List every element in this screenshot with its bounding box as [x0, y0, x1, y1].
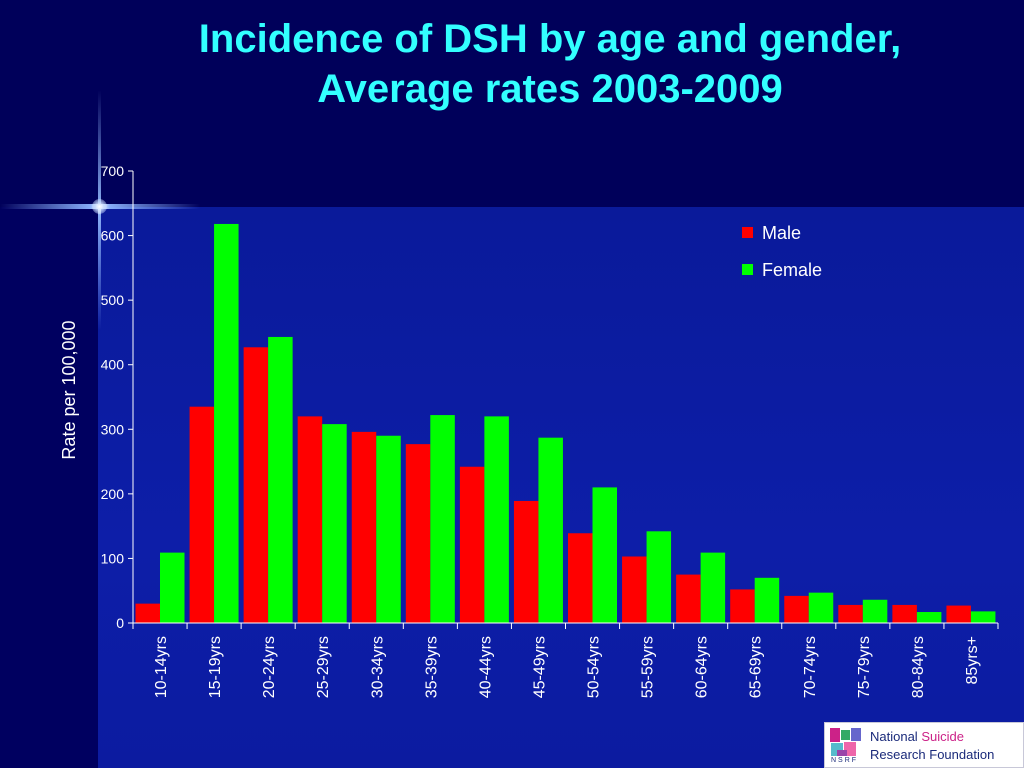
bar-male-10-14yrs: [135, 603, 160, 623]
x-tick-label-30-34yrs: 30-34yrs: [369, 636, 386, 698]
light-flare-star: [92, 199, 107, 214]
x-tick-label-20-24yrs: 20-24yrs: [261, 636, 278, 698]
x-tick-label-10-14yrs: 10-14yrs: [153, 636, 170, 698]
y-tick-label-100: 100: [101, 550, 125, 566]
bar-male-45-49yrs: [513, 500, 539, 623]
bar-female-35-39yrs: [430, 415, 455, 623]
y-tick-label-200: 200: [101, 486, 125, 502]
logo-abbreviation: NSRF: [831, 757, 859, 764]
bar-female-55-59yrs: [646, 531, 672, 623]
y-axis-title: Rate per 100,000: [59, 320, 79, 459]
bar-male-60-64yrs: [676, 574, 701, 623]
logo-word-foundation: Foundation: [929, 747, 995, 762]
x-tick-label-45-49yrs: 45-49yrs: [531, 636, 548, 698]
left-background: [0, 207, 98, 768]
x-tick-label-60-64yrs: 60-64yrs: [694, 636, 711, 698]
header-background: [0, 0, 1024, 207]
y-tick-label-300: 300: [101, 421, 125, 437]
bar-male-25-29yrs: [297, 416, 323, 623]
bar-female-10-14yrs: [160, 552, 185, 623]
x-tick-label-80-84yrs: 80-84yrs: [910, 636, 927, 698]
logo-word-national: National: [870, 729, 922, 744]
bar-female-20-24yrs: [268, 336, 293, 623]
bar-female-50-54yrs: [592, 487, 617, 623]
x-tick-label-35-39yrs: 35-39yrs: [423, 636, 440, 698]
bar-female-85yrs+: [970, 611, 996, 623]
x-tick-label-65-69yrs: 65-69yrs: [748, 636, 765, 698]
bar-female-45-49yrs: [538, 437, 563, 623]
bar-male-30-34yrs: [351, 431, 377, 623]
legend-label-male: Male: [762, 223, 801, 243]
bar-male-50-54yrs: [568, 533, 593, 623]
x-tick-label-50-54yrs: 50-54yrs: [586, 636, 603, 698]
y-tick-label-400: 400: [101, 357, 125, 373]
bar-female-25-29yrs: [322, 424, 347, 623]
legend-swatch-female: [742, 264, 753, 275]
bar-female-70-74yrs: [808, 592, 834, 623]
bar-male-65-69yrs: [730, 589, 755, 623]
y-tick-label-500: 500: [101, 292, 125, 308]
nsrf-logo: National Suicide Research Foundation NSR…: [824, 722, 1024, 768]
logo-word-suicide: Suicide: [921, 729, 964, 744]
bar-female-60-64yrs: [700, 552, 726, 623]
logo-text: National Suicide Research Foundation: [870, 728, 994, 764]
x-tick-label-55-59yrs: 55-59yrs: [640, 636, 657, 698]
x-tick-label-40-44yrs: 40-44yrs: [477, 636, 494, 698]
legend-label-female: Female: [762, 260, 822, 280]
y-tick-label-600: 600: [101, 228, 125, 244]
bar-female-40-44yrs: [484, 416, 509, 623]
bar-female-80-84yrs: [916, 612, 942, 623]
x-tick-label-15-19yrs: 15-19yrs: [207, 636, 224, 698]
bar-male-20-24yrs: [243, 347, 269, 623]
bar-male-70-74yrs: [784, 595, 809, 623]
title-line-1: Incidence of DSH by age and gender,: [198, 17, 902, 61]
page-title: Incidence of DSH by age and gender, Aver…: [90, 14, 1010, 114]
x-tick-label-25-29yrs: 25-29yrs: [315, 636, 332, 698]
bar-female-15-19yrs: [214, 223, 239, 623]
bar-male-35-39yrs: [405, 444, 431, 623]
bar-female-65-69yrs: [754, 577, 780, 623]
logo-word-research: Research: [870, 747, 930, 762]
bar-male-15-19yrs: [189, 406, 215, 623]
bar-male-80-84yrs: [892, 604, 917, 623]
x-tick-label-85yrs+: 85yrs+: [964, 636, 981, 684]
x-tick-label-70-74yrs: 70-74yrs: [802, 636, 819, 698]
bar-female-30-34yrs: [376, 435, 401, 623]
y-tick-label-700: 700: [101, 163, 125, 179]
x-tick-label-75-79yrs: 75-79yrs: [856, 636, 873, 698]
bar-male-85yrs+: [946, 605, 971, 623]
title-line-2: Average rates 2003-2009: [317, 67, 783, 111]
bar-male-40-44yrs: [459, 466, 485, 623]
bar-female-75-79yrs: [862, 599, 888, 623]
bar-male-75-79yrs: [838, 604, 863, 623]
y-tick-label-0: 0: [116, 615, 124, 631]
logo-mark-icon: [830, 728, 861, 756]
legend-swatch-male: [742, 227, 753, 238]
bar-male-55-59yrs: [622, 556, 647, 623]
